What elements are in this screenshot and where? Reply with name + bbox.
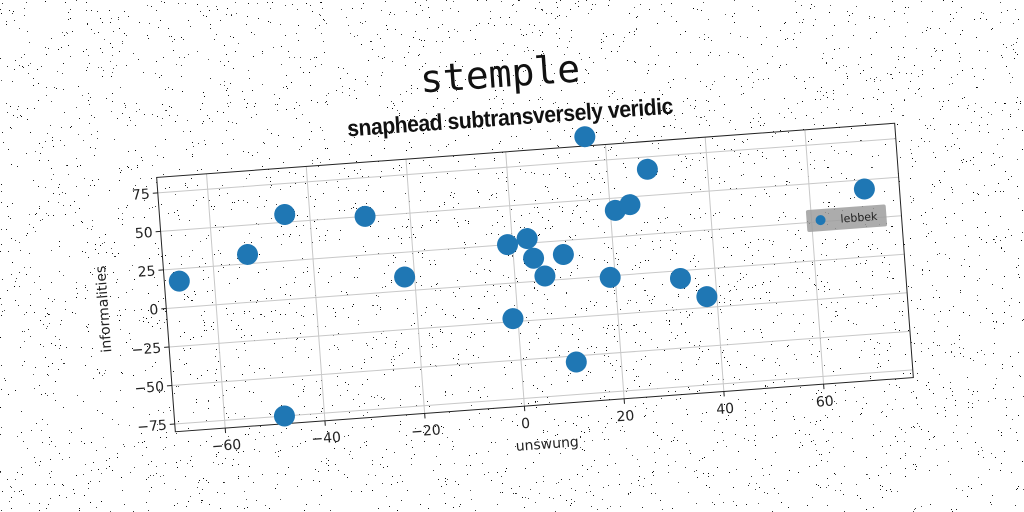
y-axis-ticks: −75 −50 −25 0 25 50 75 xyxy=(131,186,175,436)
x-tick-label: 40 xyxy=(716,401,735,418)
y-tick-label: 50 xyxy=(134,225,153,242)
x-gridline xyxy=(505,151,525,407)
scatter-point xyxy=(574,126,596,148)
scatter-point xyxy=(696,286,718,308)
y-gridline xyxy=(174,369,913,425)
y-gridline xyxy=(171,330,910,387)
y-tick-label: 25 xyxy=(137,264,156,281)
x-gridline xyxy=(405,159,426,414)
y-tick-label: −25 xyxy=(131,341,162,359)
x-gridline xyxy=(804,129,825,385)
y-tick-label: 0 xyxy=(149,302,159,319)
legend-marker xyxy=(815,215,826,226)
y-axis-label: informalities xyxy=(93,265,115,353)
x-axis-label: unswung xyxy=(515,434,579,455)
x-tick-label: 0 xyxy=(521,416,531,433)
scatter-point xyxy=(502,308,524,330)
scatter-point xyxy=(552,243,574,265)
scatter-point xyxy=(599,266,621,288)
y-tick-label: −50 xyxy=(134,379,165,397)
x-gridline xyxy=(305,166,326,421)
x-gridline xyxy=(206,173,226,429)
scatter-point xyxy=(853,178,875,200)
scatter-point xyxy=(394,266,416,288)
x-tick-label: −40 xyxy=(311,430,342,448)
x-gridline xyxy=(704,137,725,392)
y-gridline xyxy=(169,292,908,348)
plot-frame xyxy=(156,122,914,433)
x-tick-label: 20 xyxy=(616,408,635,425)
x-tick-label: 60 xyxy=(815,393,834,410)
scatter-point xyxy=(274,204,296,226)
scatter-point xyxy=(168,270,190,292)
plot-area: −60 −40 −20 0 20 40 60 −75 −50 −25 0 25 50 75 unswun… xyxy=(93,122,914,455)
legend: lebbek xyxy=(805,204,888,232)
y-tick-label: 75 xyxy=(132,186,151,203)
legend-box xyxy=(805,204,888,232)
y-tick-label: −75 xyxy=(137,418,168,436)
scatter-point xyxy=(565,351,587,373)
scatter-point xyxy=(354,205,376,227)
scatter-point xyxy=(516,228,538,250)
scatter-point xyxy=(669,267,691,289)
scatter-point xyxy=(237,243,259,265)
scatter-point xyxy=(619,194,641,216)
scatter-point xyxy=(636,158,658,180)
x-axis-ticks: −60 −40 −20 0 20 40 60 xyxy=(211,384,834,455)
x-tick-label: −60 xyxy=(211,437,242,455)
scatter-point xyxy=(523,247,545,269)
y-gridline xyxy=(157,138,896,194)
legend-label: lebbek xyxy=(840,210,878,226)
scatter-point xyxy=(497,234,519,256)
y-gridline xyxy=(166,253,905,309)
y-gridline xyxy=(160,176,899,232)
data-points xyxy=(168,126,875,427)
scatter-point xyxy=(273,405,295,427)
scatter-point xyxy=(534,265,556,287)
x-tick-label: −20 xyxy=(411,422,442,440)
